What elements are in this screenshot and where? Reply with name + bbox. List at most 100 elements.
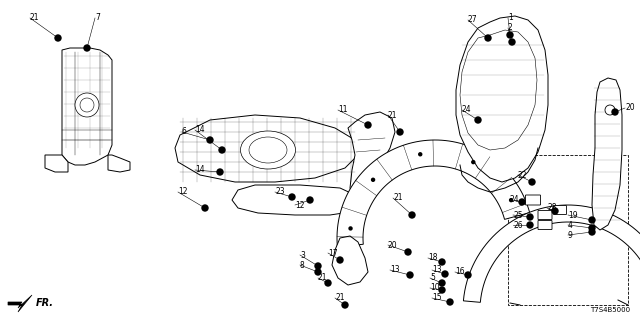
Circle shape [409,212,415,218]
Text: 15: 15 [432,293,442,302]
Circle shape [509,199,513,202]
Circle shape [472,161,475,164]
Circle shape [527,222,533,228]
Circle shape [217,169,223,175]
Circle shape [439,280,445,286]
Polygon shape [108,155,130,172]
FancyBboxPatch shape [525,195,541,205]
Circle shape [315,269,321,275]
FancyBboxPatch shape [554,205,566,214]
Text: 18: 18 [428,253,438,262]
Circle shape [589,217,595,223]
Circle shape [55,35,61,41]
Text: 13: 13 [432,266,442,275]
Circle shape [365,122,371,128]
Circle shape [80,98,94,112]
Text: 14: 14 [195,125,205,134]
Polygon shape [232,185,358,215]
Text: 16: 16 [455,268,465,276]
Text: 13: 13 [390,266,399,275]
Text: 21: 21 [393,194,403,203]
Text: 12: 12 [295,201,305,210]
Circle shape [349,227,352,230]
Text: 21: 21 [318,274,328,283]
Circle shape [337,257,343,263]
Text: FR.: FR. [36,298,54,308]
Text: 14: 14 [195,165,205,174]
Circle shape [372,178,374,181]
Text: 7: 7 [95,13,100,22]
Polygon shape [460,30,537,150]
Ellipse shape [249,137,287,163]
Text: 25: 25 [513,211,523,220]
Text: 9: 9 [568,230,573,239]
Text: 12: 12 [178,188,188,196]
Text: 10: 10 [430,284,440,292]
Circle shape [552,208,558,214]
Polygon shape [463,205,640,302]
Polygon shape [62,48,112,165]
Text: 5: 5 [430,274,435,283]
Circle shape [589,225,595,231]
Polygon shape [332,236,368,285]
Text: 23: 23 [275,188,285,196]
Text: 24: 24 [510,196,520,204]
Text: 21: 21 [388,110,397,119]
Circle shape [485,35,491,41]
Text: 8: 8 [300,260,305,269]
Text: 20: 20 [388,241,397,250]
Circle shape [447,299,453,305]
Text: 1: 1 [508,13,513,22]
Polygon shape [8,295,32,312]
Circle shape [439,259,445,265]
Text: 22: 22 [518,171,527,180]
Text: 28: 28 [547,204,557,212]
Circle shape [442,271,448,277]
Text: 24: 24 [462,106,472,115]
Text: 4: 4 [568,220,573,229]
Polygon shape [45,155,68,172]
Circle shape [507,32,513,38]
Circle shape [397,129,403,135]
Circle shape [529,179,535,185]
Text: 27: 27 [468,15,477,25]
Circle shape [75,93,99,117]
Circle shape [465,272,471,278]
Circle shape [509,39,515,45]
Circle shape [289,194,295,200]
Circle shape [202,205,208,211]
Text: T7S4B5000: T7S4B5000 [590,307,630,313]
Text: 2: 2 [508,23,513,33]
Circle shape [605,105,615,115]
Circle shape [207,137,213,143]
Polygon shape [175,115,358,182]
Circle shape [325,280,331,286]
Text: 11: 11 [338,106,348,115]
Text: 17: 17 [328,249,338,258]
Circle shape [475,117,481,123]
Polygon shape [592,78,622,230]
Circle shape [407,272,413,278]
Polygon shape [337,140,530,246]
Polygon shape [348,112,395,205]
Circle shape [84,45,90,51]
Circle shape [405,249,411,255]
Circle shape [527,214,533,220]
Text: 20: 20 [625,103,635,113]
Circle shape [315,263,321,269]
Ellipse shape [241,131,296,169]
Text: 19: 19 [568,211,578,220]
Text: 26: 26 [513,220,523,229]
Circle shape [439,287,445,293]
Circle shape [612,109,618,115]
Circle shape [342,302,348,308]
Text: 21: 21 [30,13,40,22]
FancyBboxPatch shape [538,220,552,229]
Circle shape [307,197,313,203]
Circle shape [419,153,422,156]
Text: 6: 6 [182,127,187,137]
Bar [508,155,628,305]
Text: 3: 3 [300,251,305,260]
FancyBboxPatch shape [538,211,552,220]
Polygon shape [456,16,548,182]
